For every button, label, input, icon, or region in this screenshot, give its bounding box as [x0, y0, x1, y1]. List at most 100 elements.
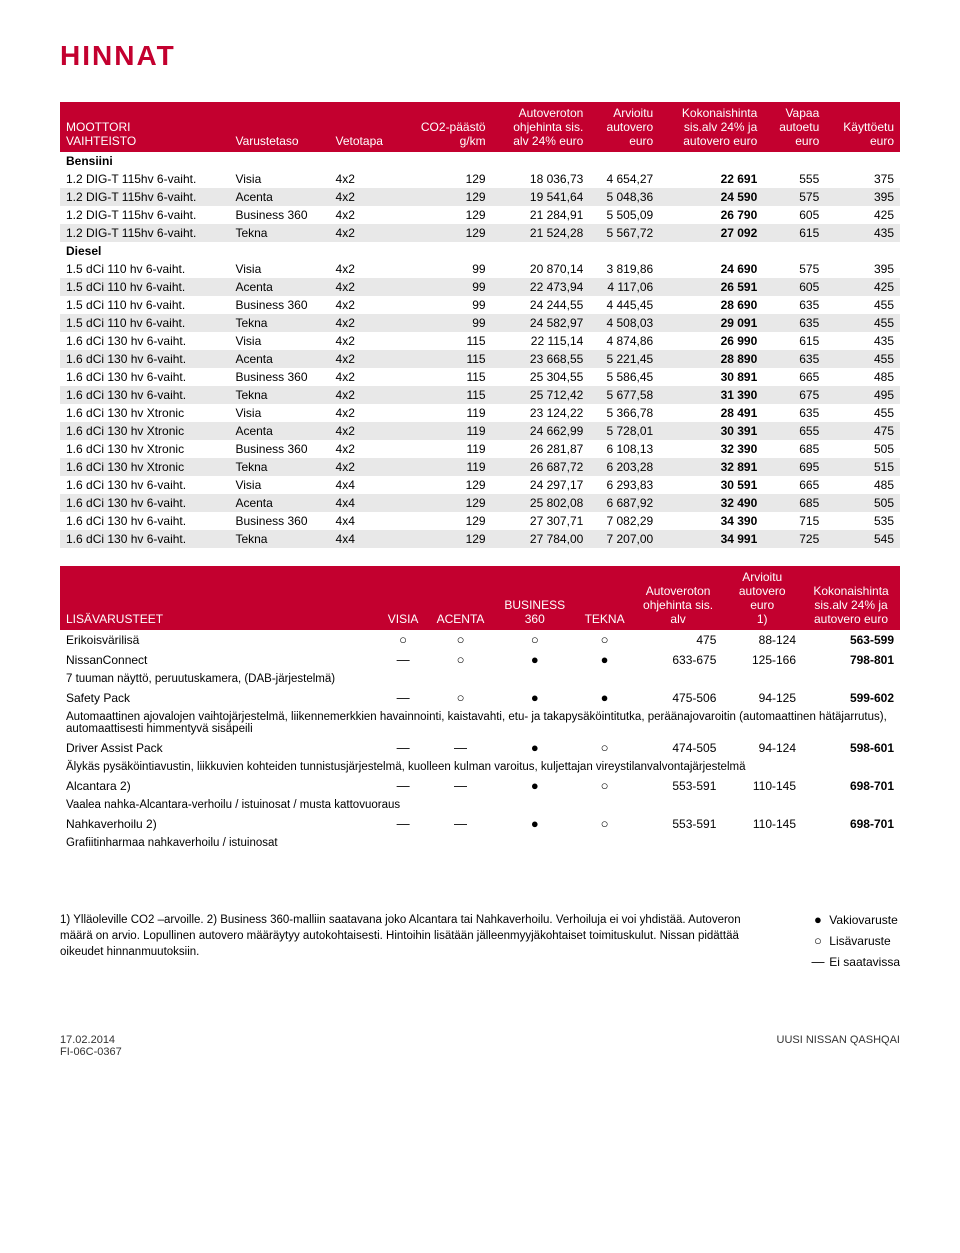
- table-row: 1.6 dCi 130 hv 6-vaiht.Acenta4x211523 66…: [60, 350, 900, 368]
- cell: 575: [763, 260, 825, 278]
- option-symbol: ○: [575, 776, 633, 796]
- cell: 4 654,27: [589, 170, 659, 188]
- table-row: 1.5 dCi 110 hv 6-vaiht.Visia4x29920 870,…: [60, 260, 900, 278]
- cell: 129: [400, 224, 491, 242]
- cell: 455: [825, 314, 900, 332]
- cell: 685: [763, 494, 825, 512]
- cell: 695: [763, 458, 825, 476]
- cell: 655: [763, 422, 825, 440]
- option-symbol: ○: [494, 630, 575, 650]
- cell: 4x2: [330, 206, 401, 224]
- opt-hdr-visia: VISIA: [379, 566, 427, 630]
- table-row: 1.5 dCi 110 hv 6-vaiht.Business 3604x299…: [60, 296, 900, 314]
- option-price: 110-145: [722, 776, 802, 796]
- cell: 119: [400, 404, 491, 422]
- cell: 25 802,08: [492, 494, 590, 512]
- cell: 28 491: [659, 404, 763, 422]
- cell: 19 541,64: [492, 188, 590, 206]
- cell: 26 591: [659, 278, 763, 296]
- cell: 635: [763, 404, 825, 422]
- option-price: 553-591: [634, 814, 723, 834]
- table-row: 1.6 dCi 130 hv XtronicVisia4x211923 124,…: [60, 404, 900, 422]
- cell: 26 687,72: [492, 458, 590, 476]
- option-symbol: ○: [575, 738, 633, 758]
- option-description: Automaattinen ajovalojen vaihtojärjestel…: [60, 708, 900, 738]
- cell: 20 870,14: [492, 260, 590, 278]
- option-symbol: ○: [575, 630, 633, 650]
- category-label: Diesel: [60, 242, 900, 260]
- price-table-body: Bensiini1.2 DIG-T 115hv 6-vaiht.Visia4x2…: [60, 152, 900, 548]
- cell: 99: [400, 314, 491, 332]
- table-row: 1.6 dCi 130 hv 6-vaiht.Business 3604x211…: [60, 368, 900, 386]
- cell: 119: [400, 440, 491, 458]
- cell: 26 281,87: [492, 440, 590, 458]
- option-price: 94-124: [722, 738, 802, 758]
- option-name: Nahkaverhoilu 2): [60, 814, 379, 834]
- option-symbol: ○: [575, 814, 633, 834]
- cell: 4x4: [330, 530, 401, 548]
- option-symbol: ○: [427, 688, 494, 708]
- cell: 455: [825, 296, 900, 314]
- option-description: 7 tuuman näyttö, peruutuskamera, (DAB-jä…: [60, 670, 900, 688]
- cell: 1.2 DIG-T 115hv 6-vaiht.: [60, 206, 229, 224]
- legend-opt: Lisävaruste: [829, 934, 890, 948]
- footer-date: 17.02.2014: [60, 1034, 115, 1046]
- price-table: MOOTTORIVAIHTEISTO Varustetaso Vetotapa …: [60, 102, 900, 548]
- option-symbol: —: [379, 776, 427, 796]
- cell: 32 891: [659, 458, 763, 476]
- cell: 1.5 dCi 110 hv 6-vaiht.: [60, 296, 229, 314]
- cell: 615: [763, 332, 825, 350]
- option-name: Alcantara 2): [60, 776, 379, 796]
- cell: 1.5 dCi 110 hv 6-vaiht.: [60, 278, 229, 296]
- cell: Visia: [229, 332, 329, 350]
- cell: 6 293,83: [589, 476, 659, 494]
- option-symbol: ○: [427, 630, 494, 650]
- cell: 4x2: [330, 332, 401, 350]
- cell: 119: [400, 422, 491, 440]
- cell: 31 390: [659, 386, 763, 404]
- cell: 27 784,00: [492, 530, 590, 548]
- cell: Visia: [229, 404, 329, 422]
- cell: 1.6 dCi 130 hv Xtronic: [60, 458, 229, 476]
- cell: 4x2: [330, 278, 401, 296]
- cell: 4x2: [330, 314, 401, 332]
- cell: 545: [825, 530, 900, 548]
- cell: 6 203,28: [589, 458, 659, 476]
- cell: 575: [763, 188, 825, 206]
- cell: 4x2: [330, 350, 401, 368]
- option-symbol: ●: [575, 650, 633, 670]
- cell: 4 445,45: [589, 296, 659, 314]
- cell: 27 092: [659, 224, 763, 242]
- cell: 1.6 dCi 130 hv 6-vaiht.: [60, 350, 229, 368]
- cell: Business 360: [229, 512, 329, 530]
- option-description: Grafiitinharmaa nahkaverhoilu / istuinos…: [60, 834, 900, 852]
- cell: 4 874,86: [589, 332, 659, 350]
- cell: 22 473,94: [492, 278, 590, 296]
- cell: 24 590: [659, 188, 763, 206]
- cell: Acenta: [229, 350, 329, 368]
- cell: 24 690: [659, 260, 763, 278]
- cell: 1.6 dCi 130 hv Xtronic: [60, 404, 229, 422]
- option-symbol: ●: [494, 776, 575, 796]
- cell: 99: [400, 296, 491, 314]
- cell: 4x4: [330, 476, 401, 494]
- cell: 115: [400, 350, 491, 368]
- cell: 495: [825, 386, 900, 404]
- cell: 26 790: [659, 206, 763, 224]
- cell: 4x2: [330, 386, 401, 404]
- cell: 1.2 DIG-T 115hv 6-vaiht.: [60, 188, 229, 206]
- cell: 23 124,22: [492, 404, 590, 422]
- page-title: HINNAT: [60, 40, 900, 72]
- table-row: 1.2 DIG-T 115hv 6-vaiht.Business 3604x21…: [60, 206, 900, 224]
- option-row: Nahkaverhoilu 2)——●○553-591110-145698-70…: [60, 814, 900, 834]
- cell: 1.6 dCi 130 hv 6-vaiht.: [60, 332, 229, 350]
- cell: 4x2: [330, 170, 401, 188]
- hdr-co2: CO2-päästög/km: [400, 102, 491, 152]
- option-row: Safety Pack—○●●475-50694-125599-602: [60, 688, 900, 708]
- cell: 24 244,55: [492, 296, 590, 314]
- cell: 1.6 dCi 130 hv Xtronic: [60, 422, 229, 440]
- cell: 425: [825, 206, 900, 224]
- cell: 4x2: [330, 224, 401, 242]
- cell: 4x2: [330, 296, 401, 314]
- cell: 3 819,86: [589, 260, 659, 278]
